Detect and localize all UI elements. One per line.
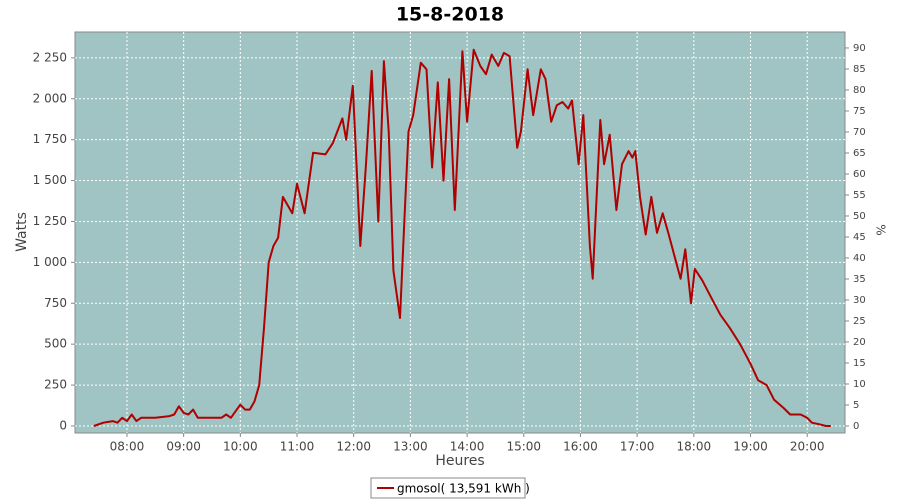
y2-tick-label: 50 <box>853 211 866 222</box>
y-tick-label: 1 500 <box>33 173 67 187</box>
y2-tick-label: 30 <box>853 295 866 306</box>
x-tick-label: 14:00 <box>450 440 485 454</box>
y2-tick-label: 85 <box>853 64 866 75</box>
y2-tick-label: 25 <box>853 316 866 327</box>
x-tick-label: 12:00 <box>336 440 371 454</box>
y2-tick-label: 0 <box>853 421 859 432</box>
y2-tick-label: 65 <box>853 148 866 159</box>
x-tick-label: 20:00 <box>790 440 825 454</box>
legend <box>370 477 526 499</box>
x-tick-label: 17:00 <box>620 440 655 454</box>
y-tick-label: 2 250 <box>33 50 67 64</box>
x-tick-label: 18:00 <box>677 440 712 454</box>
y-tick-label: 250 <box>44 378 67 392</box>
y-tick-label: 750 <box>44 296 67 310</box>
y-tick-label: 500 <box>44 337 67 351</box>
x-tick-label: 11:00 <box>280 440 315 454</box>
y-tick-label: 0 <box>59 418 67 432</box>
x-tick-label: 15:00 <box>506 440 541 454</box>
y2-tick-label: 35 <box>853 274 866 285</box>
y2-tick-label: 15 <box>853 358 866 369</box>
y2-axis-label: % <box>874 224 888 235</box>
y-tick-label: 2 000 <box>33 91 67 105</box>
y-tick-label: 1 250 <box>33 214 67 228</box>
x-tick-label: 13:00 <box>393 440 428 454</box>
y-tick-label: 1 750 <box>33 132 67 146</box>
x-tick-label: 19:00 <box>733 440 768 454</box>
y-axis-label: Watts <box>14 212 30 252</box>
legend-label: gmosol( 13,591 kWh ) <box>397 482 530 496</box>
y2-tick-label: 60 <box>853 169 866 180</box>
y2-tick-label: 80 <box>853 85 866 96</box>
y2-tick-label: 5 <box>853 400 859 411</box>
x-axis-label: Heures <box>435 453 484 469</box>
chart-title: 15-8-2018 <box>396 4 504 26</box>
y2-tick-label: 45 <box>853 232 866 243</box>
y-tick-label: 1 000 <box>33 255 67 269</box>
y2-tick-label: 20 <box>853 337 866 348</box>
line-series <box>93 48 831 427</box>
y2-tick-label: 40 <box>853 253 866 264</box>
y2-tick-label: 90 <box>853 43 866 54</box>
x-tick-label: 10:00 <box>223 440 258 454</box>
y2-tick-label: 70 <box>853 127 866 138</box>
y2-tick-label: 55 <box>853 190 866 201</box>
x-tick-label: 08:00 <box>110 440 145 454</box>
y2-tick-label: 75 <box>853 106 866 117</box>
x-tick-label: 16:00 <box>563 440 598 454</box>
y2-tick-label: 10 <box>853 379 866 390</box>
x-tick-label: 09:00 <box>166 440 201 454</box>
